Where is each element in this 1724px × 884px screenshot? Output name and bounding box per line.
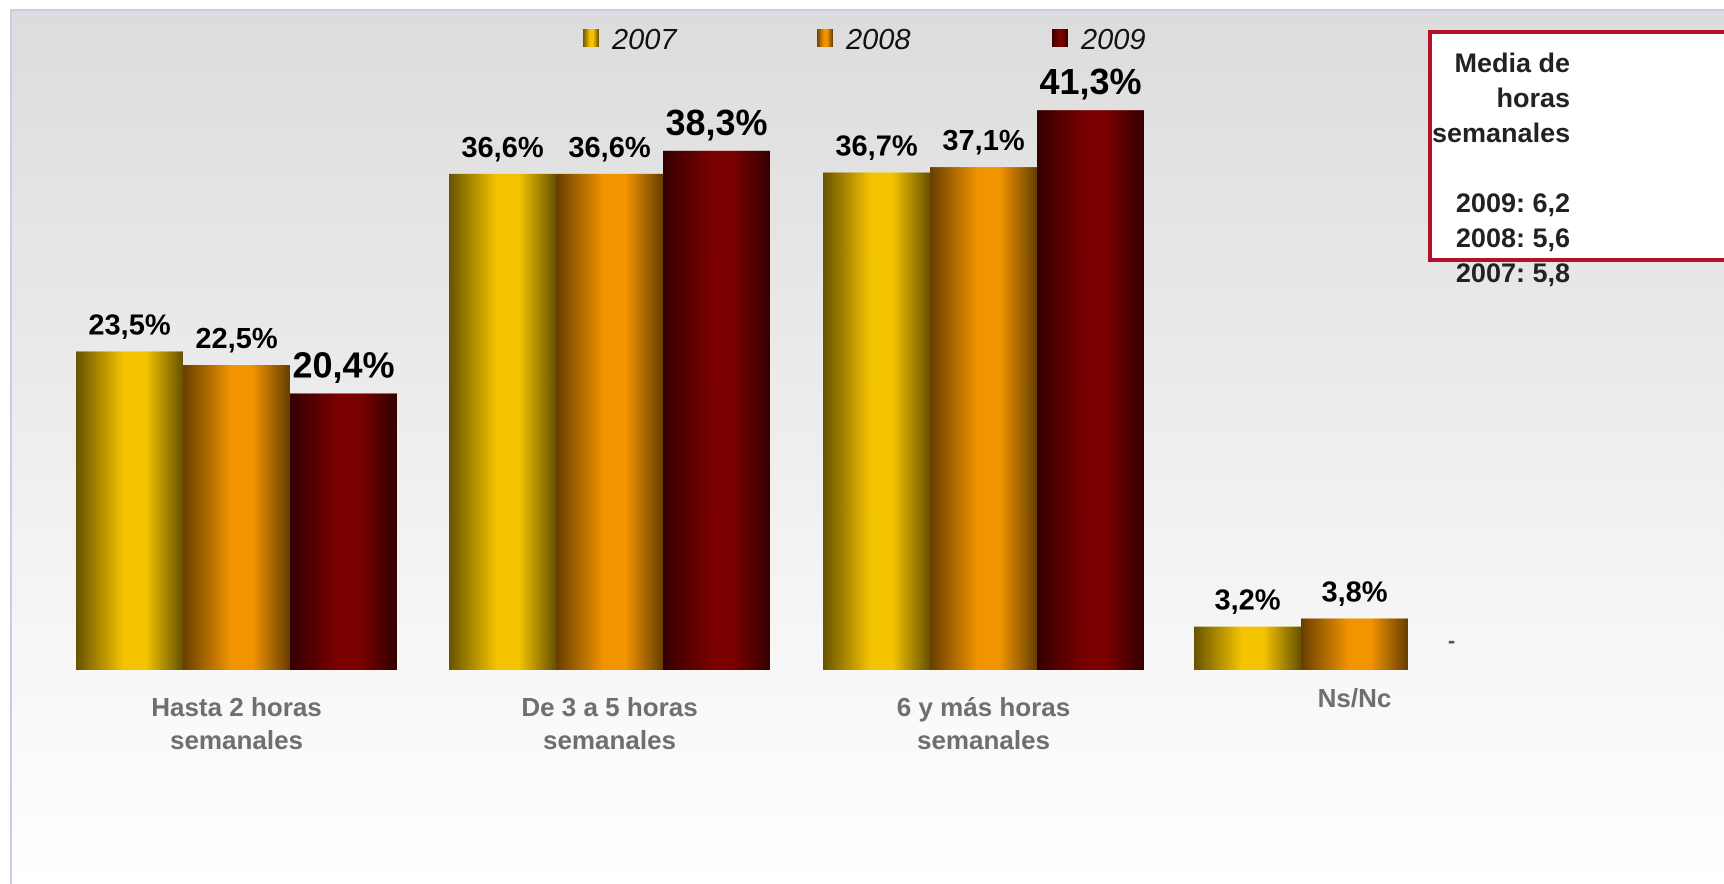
category-labels: Hasta 2 horas semanales De 3 a 5 horas sema… — [151, 683, 1391, 755]
value-label-2007-1: 36,6% — [461, 132, 543, 164]
value-labels: 23,5% 22,5% 20,4% 36,6% 36,6% 38,3% 36,7% 37,1%… — [88, 61, 1455, 653]
value-label-2007-2: 36,7% — [835, 131, 917, 163]
bar-2009-1 — [663, 150, 770, 671]
legend-label-2008: 2008 — [845, 24, 911, 56]
bar-2007-0 — [76, 351, 183, 670]
stats-title-line-1: Media de horas — [1454, 48, 1570, 113]
value-label-2008-2: 37,1% — [942, 125, 1024, 157]
bar-2008-0 — [183, 365, 290, 670]
category-label-0: Hasta 2 horas semanales — [151, 692, 322, 755]
value-label-2008-0: 22,5% — [195, 323, 277, 355]
value-label-2009-2: 41,3% — [1039, 61, 1141, 102]
bar-2009-2 — [1037, 110, 1144, 670]
category-label-1: De 3 a 5 horas semanales — [521, 692, 697, 755]
stats-line-2008: 2008: 5,6 — [1455, 223, 1570, 253]
average-hours-box: Media de horas semanales 2009: 6,2 2008:… — [1428, 30, 1724, 288]
stats-line-2007: 2007: 5,8 — [1455, 258, 1570, 288]
value-label-2007-3: 3,2% — [1214, 585, 1280, 617]
value-label-2008-3: 3,8% — [1321, 576, 1387, 608]
bar-2007-3 — [1194, 626, 1301, 670]
bar-2007-1 — [449, 173, 556, 670]
legend: 2007 2008 2009 — [583, 24, 1146, 56]
bar-2007-2 — [823, 172, 930, 670]
bars — [76, 110, 1408, 671]
bar-2008-2 — [930, 167, 1037, 671]
stats-line-2009: 2009: 6,2 — [1455, 188, 1570, 218]
legend-swatch-2008 — [817, 29, 833, 47]
legend-swatch-2009 — [1052, 29, 1068, 47]
category-label-3: Ns/Nc — [1318, 683, 1392, 713]
value-label-2007-0: 23,5% — [88, 309, 170, 341]
value-label-2009-1: 38,3% — [665, 102, 767, 143]
legend-label-2007: 2007 — [611, 24, 678, 56]
missing-value-label: - — [1448, 628, 1455, 653]
bar-2009-0 — [290, 393, 397, 670]
bar-2008-1 — [556, 173, 663, 670]
bar-2008-3 — [1301, 618, 1408, 670]
legend-swatch-2007 — [583, 29, 599, 47]
legend-label-2009: 2009 — [1080, 24, 1146, 56]
stats-title-line-2: semanales — [1432, 118, 1571, 148]
category-label-2: 6 y más horas semanales — [897, 692, 1070, 755]
value-label-2009-0: 20,4% — [292, 344, 394, 385]
value-label-2008-1: 36,6% — [568, 132, 650, 164]
